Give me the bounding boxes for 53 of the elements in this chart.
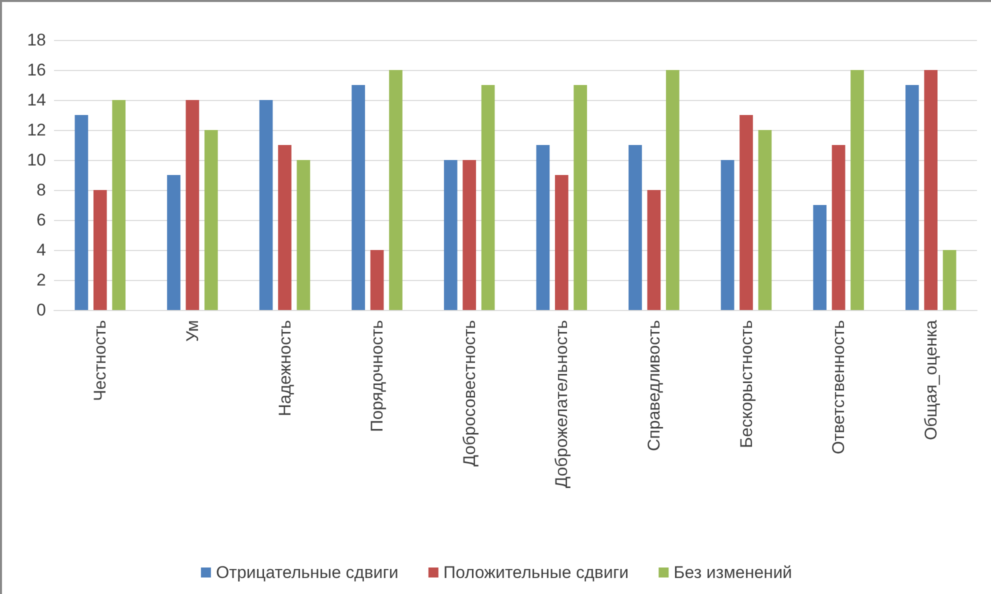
bar bbox=[259, 100, 273, 310]
x-tick-label: Общая_оценка bbox=[921, 319, 940, 440]
x-tick-label: Доброжелательность bbox=[552, 320, 572, 488]
bar bbox=[574, 85, 588, 310]
y-tick-label: 2 bbox=[36, 270, 46, 290]
y-tick-label: 16 bbox=[27, 60, 46, 80]
y-tick-label: 12 bbox=[27, 120, 46, 140]
x-tick-label: Ум bbox=[182, 320, 202, 342]
x-tick-label: Ответственность bbox=[829, 320, 848, 454]
y-tick-label: 0 bbox=[36, 300, 46, 320]
bar bbox=[813, 205, 827, 310]
y-tick-label: 10 bbox=[27, 150, 46, 170]
x-tick-label: Надежность bbox=[275, 320, 294, 416]
bar bbox=[278, 145, 292, 310]
x-tick-label: Бескорыстность bbox=[736, 320, 756, 448]
bar bbox=[186, 100, 200, 310]
bar bbox=[666, 70, 680, 310]
bar bbox=[740, 115, 753, 310]
x-tick-label: Справедливость bbox=[644, 320, 664, 452]
bar bbox=[93, 190, 107, 310]
bar bbox=[905, 85, 919, 310]
bar bbox=[462, 160, 476, 310]
bar bbox=[481, 85, 495, 310]
x-tick-label: Добросовестность bbox=[460, 320, 479, 467]
bar bbox=[167, 175, 180, 310]
x-tick-label: Честность bbox=[90, 320, 110, 402]
y-tick-label: 6 bbox=[36, 210, 46, 230]
bar bbox=[389, 70, 402, 310]
legend-label: Положительные сдвиги bbox=[443, 563, 629, 582]
y-tick-label: 4 bbox=[36, 240, 46, 260]
y-tick-label: 8 bbox=[36, 180, 46, 200]
bar bbox=[444, 160, 458, 310]
bar bbox=[204, 130, 218, 310]
bar bbox=[850, 70, 864, 310]
y-tick-label: 18 bbox=[27, 30, 46, 50]
bar bbox=[296, 160, 310, 310]
legend-label: Отрицательные сдвиги bbox=[216, 563, 398, 582]
bar bbox=[554, 175, 568, 310]
bar bbox=[370, 250, 384, 310]
x-tick-label: Порядочность bbox=[368, 320, 387, 432]
bar bbox=[758, 130, 772, 310]
bar bbox=[924, 70, 938, 310]
bar bbox=[352, 85, 366, 310]
bar bbox=[628, 145, 642, 310]
bar bbox=[720, 160, 734, 310]
bar bbox=[112, 100, 126, 310]
bar bbox=[832, 145, 846, 310]
legend-label: Без изменений bbox=[674, 563, 792, 582]
y-tick-label: 14 bbox=[27, 90, 46, 110]
bar bbox=[74, 115, 88, 310]
bar bbox=[536, 145, 550, 310]
bar bbox=[647, 190, 661, 310]
bar bbox=[942, 250, 956, 310]
